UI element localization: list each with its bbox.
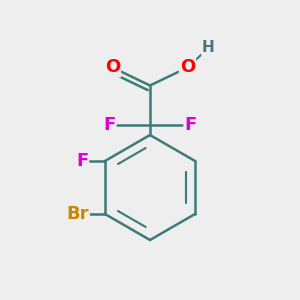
- Text: Br: Br: [66, 205, 89, 223]
- Text: H: H: [202, 40, 215, 56]
- Text: F: F: [76, 152, 88, 170]
- Text: F: F: [103, 116, 116, 134]
- Text: O: O: [105, 58, 120, 76]
- Text: O: O: [180, 58, 195, 76]
- Text: F: F: [184, 116, 196, 134]
